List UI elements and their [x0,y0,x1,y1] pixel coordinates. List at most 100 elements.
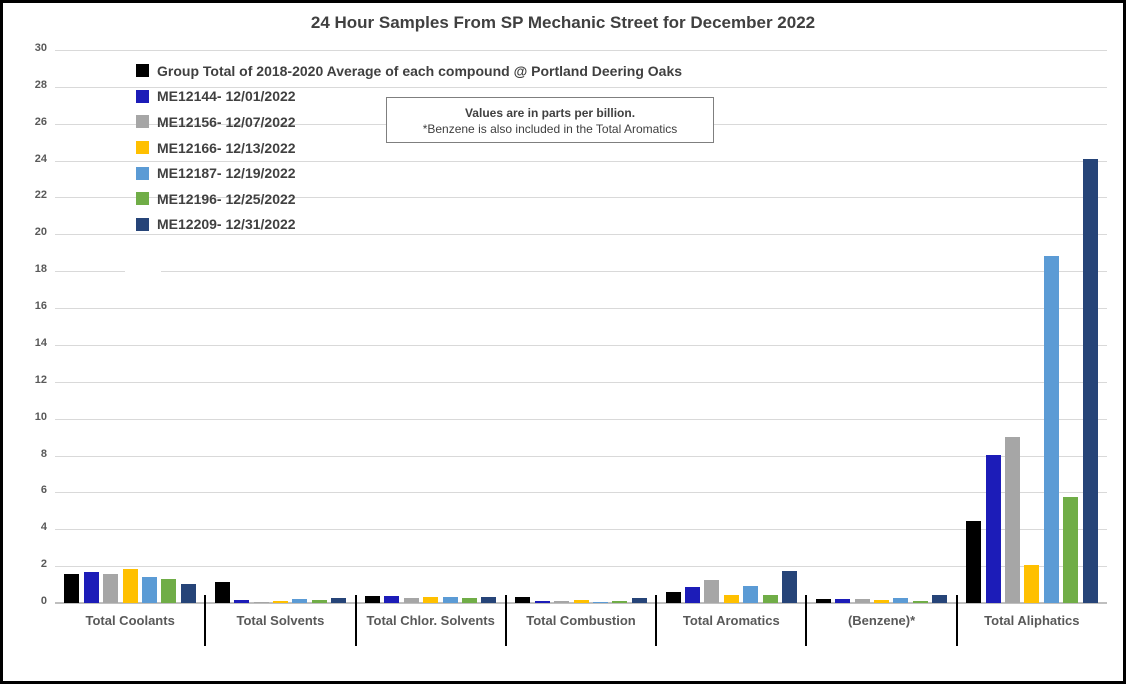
bar [481,597,497,603]
legend-label: ME12156- 12/07/2022 [157,113,296,130]
bar [272,600,288,603]
gridline [55,86,1107,88]
y-tick-label: 6 [40,484,47,497]
legend-swatch-icon [136,141,149,155]
gridline [55,381,1107,383]
bar [631,598,647,603]
bar [966,520,982,603]
gridline [55,344,1107,346]
bar [142,577,158,603]
bar [122,568,138,603]
bar [704,579,720,603]
y-tick-label: 16 [34,300,47,313]
legend-label: Group Total of 2018-2020 Average of each… [157,62,683,79]
legend-swatch-icon [136,166,149,180]
bar [743,586,759,603]
bar [815,599,831,603]
bar [1043,255,1059,603]
y-tick-label: 20 [34,226,47,239]
bar [161,579,177,603]
category-separator [204,595,207,646]
y-tick-label: 2 [40,558,47,571]
bar [1004,437,1020,603]
x-category-label: Total Coolants [85,613,175,628]
gridline [55,197,1107,199]
y-tick-label: 30 [34,42,47,54]
bar [781,570,797,603]
annotation-line-2: *Benzene is also included in the Total A… [422,122,678,136]
bar [292,599,308,603]
gridline [55,308,1107,310]
legend-item: ME12166- 12/13/2022 [136,135,682,161]
bar [723,594,739,603]
gridline [55,455,1107,457]
bar [1063,497,1079,603]
y-tick-label: 10 [34,410,47,423]
bar [365,595,380,603]
gridline-gap-artifact [125,261,161,283]
bar [1024,565,1040,603]
x-category-label: (Benzene)* [847,613,916,628]
bar [985,454,1001,603]
bar [874,600,890,603]
y-tick-label: 12 [34,373,47,386]
bar [311,600,327,603]
x-category-label: Total Chlor. Solvents [366,613,495,628]
bar [423,597,439,603]
legend-label: ME12144- 12/01/2022 [157,88,296,105]
legend-swatch-icon [136,115,149,129]
chart-title: 24 Hour Samples From SP Mechanic Street … [310,13,816,32]
gridline [55,271,1107,273]
legend-swatch-icon [136,89,149,103]
y-tick-label: 28 [34,78,47,91]
bar [214,581,230,603]
bar [515,597,531,603]
bar [534,601,550,603]
y-tick-label: 0 [40,595,47,607]
bar [462,598,477,603]
legend-item: ME12209- 12/31/2022 [136,212,682,238]
bar [253,601,269,603]
legend-swatch-icon [136,64,149,78]
bar [554,601,570,603]
gridline [55,50,1107,51]
y-tick-label: 4 [40,521,47,534]
bar [384,595,400,603]
legend-item: ME12144- 12/01/2022 [136,84,682,110]
y-tick-label: 18 [34,263,47,276]
gridline [55,492,1107,494]
bar [912,600,928,603]
legend: Group Total of 2018-2020 Average of each… [136,58,682,237]
bar [573,600,589,603]
y-tick-label: 24 [34,152,47,165]
bar [331,598,347,603]
legend-label: ME12187- 12/19/2022 [157,165,296,182]
gridline [55,234,1107,236]
y-tick-label: 8 [40,447,47,460]
y-tick-label: 22 [34,189,47,202]
annotation-line-1: Values are in parts per billion. [464,106,636,120]
bar [180,583,196,603]
y-tick-label: 26 [34,115,47,128]
legend-swatch-icon [136,192,149,206]
legend-label: ME12166- 12/13/2022 [157,139,296,156]
x-axis-line [55,602,1107,604]
bar [612,601,628,603]
x-category-label: Total Aliphatics [984,613,1080,628]
category-separator [655,595,658,646]
category-separator [354,595,357,646]
gridline [55,566,1107,568]
legend-label: ME12196- 12/25/2022 [157,190,296,207]
gridline [55,418,1107,420]
legend-item: ME12196- 12/25/2022 [136,186,682,212]
bar [442,597,458,603]
gridline [55,529,1107,531]
bar [403,598,419,603]
bar [893,598,909,603]
bar [684,587,700,603]
category-separator [504,595,507,646]
bar [932,594,948,603]
x-category-label: Total Aromatics [682,613,780,628]
legend-item: Group Total of 2018-2020 Average of each… [136,58,682,84]
